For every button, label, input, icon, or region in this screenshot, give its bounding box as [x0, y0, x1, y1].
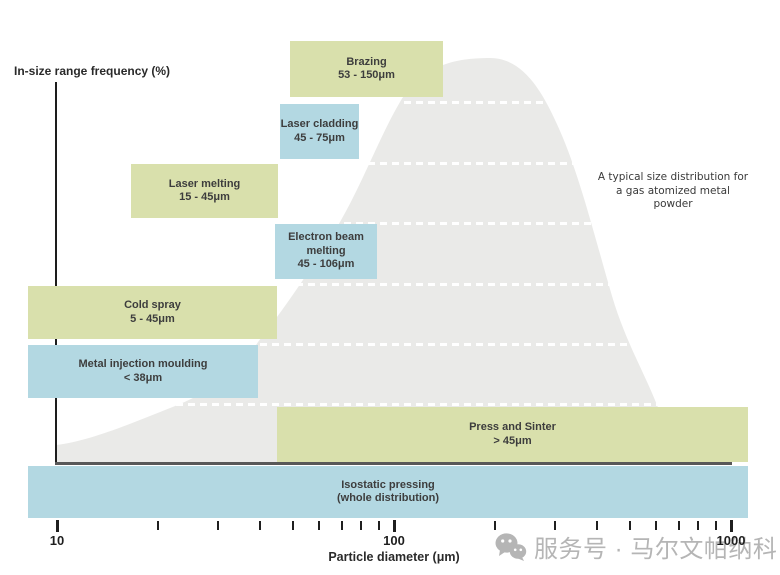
- x-axis-tick: [655, 521, 658, 530]
- watermark-text: 服务号 · 马尔文帕纳科: [534, 536, 778, 563]
- process-box-brazing: Brazing 53 - 150μm: [290, 41, 443, 97]
- process-name: Laser cladding: [280, 118, 359, 130]
- process-name: Brazing: [346, 55, 387, 68]
- process-range: (whole distribution): [336, 492, 440, 504]
- process-name: Electron beam melting: [288, 231, 364, 257]
- process-range: 45 - 106μm: [297, 258, 355, 271]
- process-name: Metal injection moulding: [78, 358, 208, 370]
- x-axis-major-tick: [392, 520, 396, 532]
- row-divider-dash: [56, 403, 732, 406]
- process-name: Cold spray: [124, 299, 181, 311]
- x-axis-tick: [553, 521, 556, 530]
- process-name: Press and Sinter: [469, 421, 556, 433]
- x-axis-tick: [628, 521, 631, 530]
- row-divider-dash: [56, 222, 732, 225]
- x-axis-tick: [291, 521, 294, 530]
- x-axis-line: [55, 462, 732, 465]
- process-name: Isostatic pressing: [341, 478, 435, 491]
- x-axis-tick-label: 10: [49, 533, 65, 548]
- x-axis-tick: [340, 521, 343, 530]
- x-axis-tick: [494, 521, 497, 530]
- x-axis-tick: [258, 521, 261, 530]
- x-axis-tick: [697, 521, 700, 530]
- curve-annotation-line2: a gas atomized metal powder: [616, 184, 730, 211]
- row-divider-dash: [56, 343, 732, 346]
- x-axis-tick: [360, 521, 363, 530]
- wechat-icon: [495, 532, 527, 561]
- x-axis-major-tick: [55, 520, 59, 532]
- curve-annotation-line1: A typical size distribution for: [597, 171, 749, 183]
- x-axis-tick: [216, 521, 219, 530]
- row-divider-dash: [56, 162, 732, 165]
- process-box-metal-injection-moulding: Metal injection moulding < 38μm: [28, 345, 258, 398]
- process-box-isostatic-pressing: Isostatic pressing (whole distribution): [28, 466, 748, 518]
- process-box-electron-beam-melting: Electron beam melting 45 - 106μm: [275, 224, 377, 279]
- process-range: > 45μm: [493, 434, 532, 447]
- y-axis-line: [55, 82, 57, 464]
- x-axis-tick-label: 1000: [716, 533, 746, 548]
- x-axis-title: Particle diameter (μm): [328, 550, 460, 564]
- process-range: 53 - 150μm: [338, 69, 395, 81]
- y-axis-title: In-size range frequency (%): [14, 64, 171, 78]
- x-axis-tick: [714, 521, 717, 530]
- process-box-laser-cladding: Laser cladding 45 - 75μm: [280, 104, 359, 159]
- process-box-press-and-sinter: Press and Sinter > 45μm: [277, 407, 748, 462]
- process-name: Laser melting: [168, 177, 241, 190]
- process-range: < 38μm: [123, 371, 163, 384]
- process-box-laser-melting: Laser melting 15 - 45μm: [131, 164, 278, 218]
- process-range: 5 - 45μm: [130, 312, 175, 325]
- curve-annotation: A typical size distribution for a gas at…: [596, 171, 750, 212]
- row-divider-dash: [56, 283, 732, 286]
- watermark: 服务号 · 马尔文帕纳科: [494, 529, 777, 564]
- x-axis-tick: [677, 521, 680, 530]
- x-axis-major-tick: [729, 520, 733, 532]
- x-axis-tick: [318, 521, 321, 530]
- row-divider-dash: [56, 101, 732, 104]
- process-box-cold-spray: Cold spray 5 - 45μm: [28, 286, 277, 339]
- x-axis-tick: [377, 521, 380, 530]
- x-axis-tick: [595, 521, 598, 530]
- process-range: 15 - 45μm: [179, 191, 230, 203]
- x-axis-tick-label: 100: [383, 533, 405, 548]
- process-range: 45 - 75μm: [294, 131, 345, 144]
- x-axis-tick: [157, 521, 160, 530]
